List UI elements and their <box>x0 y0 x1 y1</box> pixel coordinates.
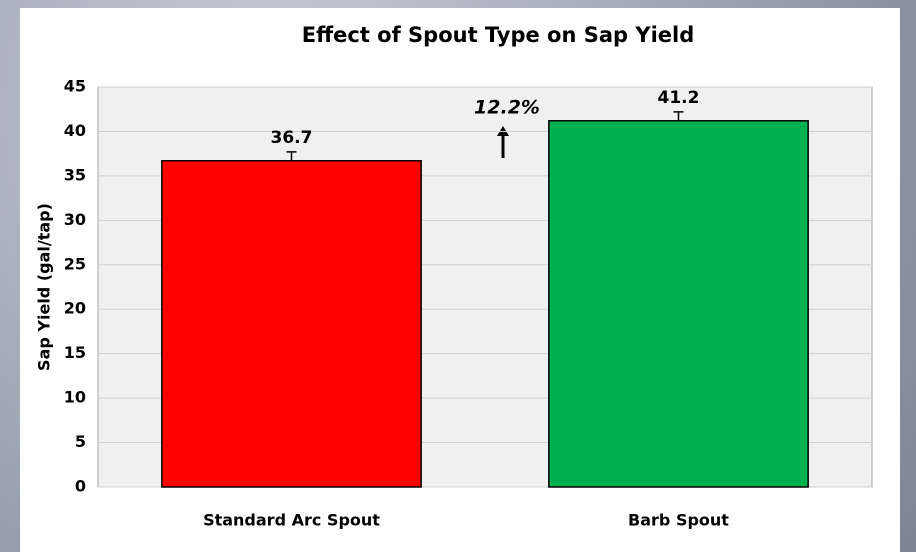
annotation: 12.2% <box>474 97 540 119</box>
y-tick-label: 0 <box>75 477 86 496</box>
chart-title: Effect of Spout Type on Sap Yield <box>302 23 694 47</box>
bar <box>549 121 808 487</box>
y-tick-label: 40 <box>64 121 86 140</box>
value-label: 41.2 <box>658 88 700 108</box>
x-tick-label: Barb Spout <box>628 511 729 530</box>
y-tick-label: 35 <box>64 165 86 184</box>
y-tick-label: 25 <box>64 254 86 273</box>
x-tick-label: Standard Arc Spout <box>203 511 380 530</box>
y-tick-label: 10 <box>64 388 86 407</box>
y-tick-label: 45 <box>64 77 86 96</box>
y-tick-label: 20 <box>64 299 86 318</box>
y-axis-label: Sap Yield (gal/tap) <box>35 203 54 371</box>
y-tick-label: 5 <box>75 432 86 451</box>
bar <box>162 161 421 487</box>
y-tick-label: 15 <box>64 343 86 362</box>
chart: Effect of Spout Type on Sap Yield Sap Yi… <box>0 0 916 552</box>
y-tick-label: 30 <box>64 210 86 229</box>
value-label: 36.7 <box>271 128 313 148</box>
